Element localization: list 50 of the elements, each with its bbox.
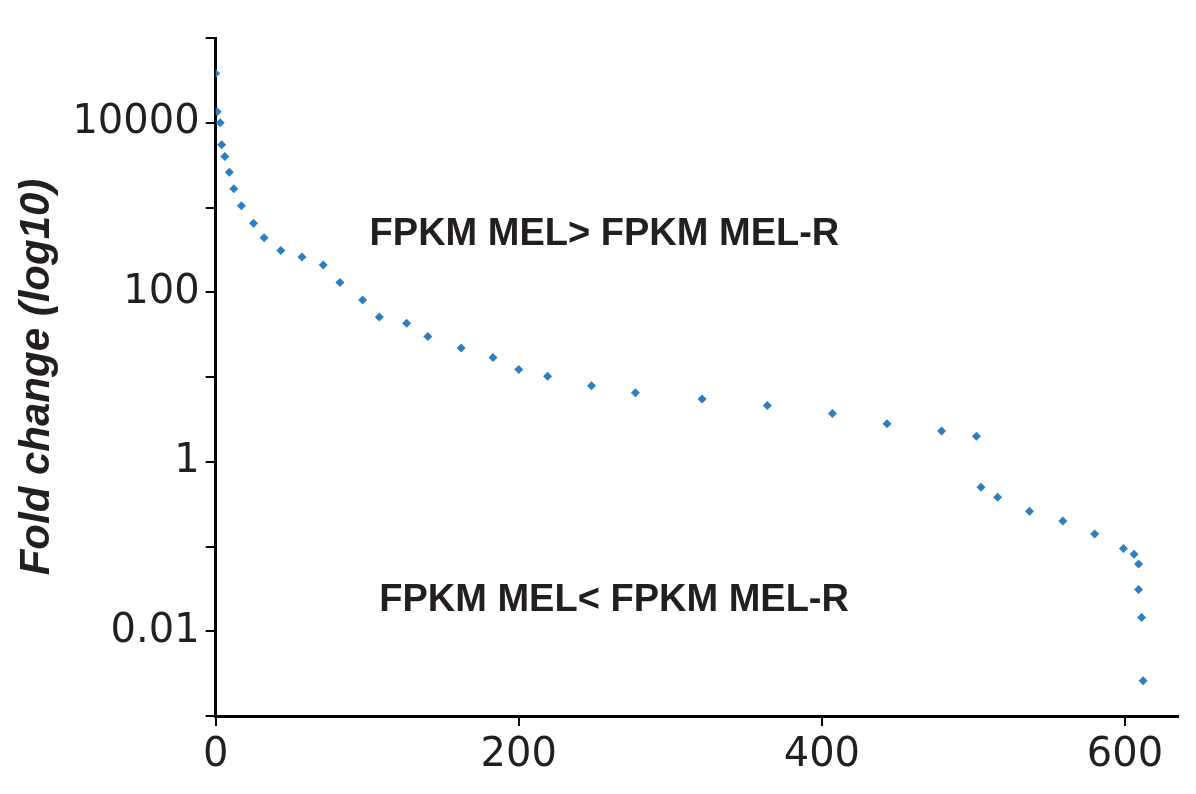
point bbox=[976, 482, 986, 492]
y-tick-label: 1 bbox=[174, 435, 200, 482]
point bbox=[630, 388, 640, 398]
point bbox=[1058, 516, 1068, 526]
point bbox=[937, 426, 947, 436]
point bbox=[1118, 543, 1128, 553]
x-tick-label: 600 bbox=[1086, 729, 1164, 776]
point bbox=[488, 352, 498, 362]
point bbox=[697, 394, 707, 404]
point bbox=[1134, 559, 1144, 569]
y-tick-label: 0.01 bbox=[110, 604, 200, 651]
point bbox=[318, 260, 328, 270]
y-tick-label: 100 bbox=[123, 265, 200, 312]
point bbox=[1138, 676, 1148, 686]
point bbox=[882, 419, 892, 429]
point bbox=[993, 492, 1003, 502]
point bbox=[215, 118, 225, 128]
point bbox=[297, 252, 307, 262]
point bbox=[402, 318, 412, 328]
point bbox=[1137, 613, 1147, 623]
y-tick-label: 10000 bbox=[72, 96, 200, 143]
point bbox=[1129, 549, 1139, 559]
point bbox=[762, 401, 772, 411]
point bbox=[423, 332, 433, 342]
point bbox=[335, 278, 345, 288]
point bbox=[971, 431, 981, 441]
point bbox=[1134, 585, 1144, 595]
x-tick-label: 0 bbox=[202, 729, 229, 776]
annotation: FPKM MEL< FPKM MEL-R bbox=[379, 577, 849, 620]
annotation: FPKM MEL> FPKM MEL-R bbox=[369, 211, 840, 254]
point bbox=[236, 201, 246, 211]
point bbox=[1024, 506, 1034, 516]
point bbox=[514, 364, 524, 374]
point bbox=[220, 151, 230, 161]
point bbox=[259, 233, 269, 243]
point bbox=[229, 184, 239, 194]
point bbox=[587, 381, 596, 391]
point bbox=[456, 343, 466, 353]
y-axis-title: Fold change (log10) bbox=[10, 178, 58, 576]
point bbox=[217, 140, 227, 150]
point bbox=[249, 218, 259, 228]
point bbox=[827, 409, 837, 419]
point bbox=[358, 295, 368, 305]
x-tick-label: 400 bbox=[783, 729, 861, 776]
point bbox=[276, 246, 286, 256]
point bbox=[374, 312, 384, 322]
point bbox=[1090, 529, 1100, 539]
point bbox=[543, 371, 553, 381]
x-tick-label: 200 bbox=[480, 729, 557, 776]
point bbox=[224, 167, 234, 177]
